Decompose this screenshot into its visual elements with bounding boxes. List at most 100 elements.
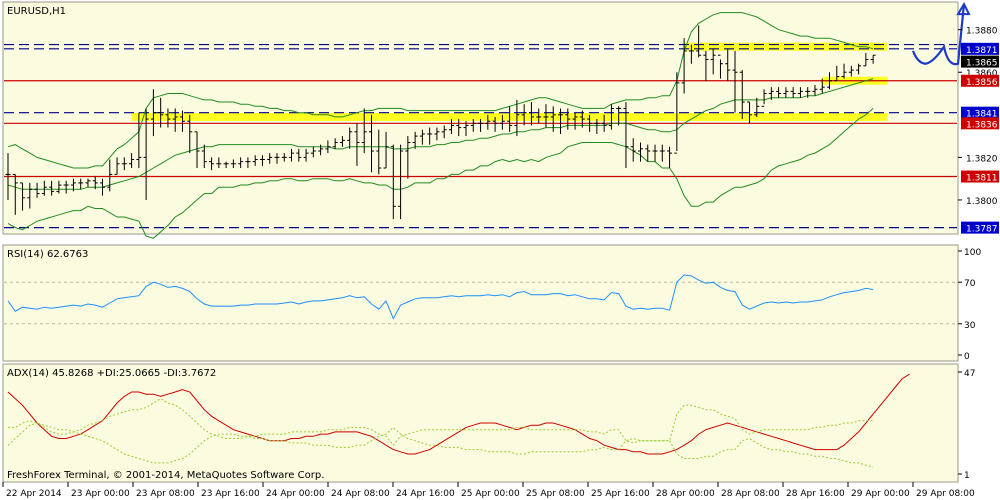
price-bar — [12, 173, 18, 215]
price-label-text: 1.3836 — [966, 120, 998, 130]
price-bar — [85, 178, 91, 188]
price-bar — [390, 144, 396, 220]
forecast-arrow — [911, 2, 971, 66]
price-bar — [187, 114, 193, 154]
price-bar — [70, 178, 76, 192]
price-bar — [347, 127, 353, 149]
price-bar — [259, 155, 265, 166]
price-bar — [419, 129, 425, 145]
highlight-zone — [684, 42, 888, 51]
price-bar — [369, 114, 374, 173]
forecast-arrowhead — [956, 2, 971, 16]
price-tick-label: 1.3860 — [966, 69, 998, 79]
price-bar — [281, 153, 287, 162]
price-bar — [841, 63, 847, 79]
price-bar — [681, 38, 687, 94]
time-tick-label: 25 Apr 00:00 — [461, 489, 520, 499]
price-bar — [514, 99, 520, 137]
time-tick-label: 28 Apr 08:00 — [721, 489, 780, 499]
time-tick-label: 25 Apr 16:00 — [591, 489, 650, 499]
price-bar — [49, 180, 55, 196]
adx-line — [7, 373, 910, 455]
price-tick-label: 1.3820 — [966, 154, 998, 164]
price-bar — [521, 104, 527, 126]
price-bar — [201, 144, 207, 169]
forecast-path — [911, 4, 966, 66]
price-bar — [63, 180, 69, 194]
price-bar — [485, 114, 491, 130]
price-bar — [747, 101, 753, 124]
price-bar — [768, 87, 774, 100]
price-bar — [100, 178, 106, 196]
footer-copyright: FreshForex Terminal, © 2001-2014, MetaQu… — [7, 470, 324, 481]
horizontal-levels — [4, 43, 957, 229]
price-label-text: 1.3841 — [966, 110, 998, 120]
price-bar — [78, 178, 84, 190]
price-bar — [376, 129, 382, 175]
price-bar — [572, 112, 578, 130]
price-bar — [136, 112, 142, 169]
price-bar — [761, 89, 767, 107]
price-bar — [565, 108, 571, 130]
price-bar — [637, 142, 643, 162]
bollinger-lower — [7, 108, 874, 239]
rsi-tick-label: 0 — [964, 352, 970, 362]
price-bar — [41, 180, 47, 196]
price-bar — [608, 104, 614, 130]
price-bar — [667, 146, 673, 169]
price-label-text: 1.3865 — [966, 59, 998, 69]
price-bar — [456, 119, 462, 137]
price-bar — [827, 72, 833, 90]
bollinger-upper — [7, 12, 874, 169]
price-bar — [790, 87, 796, 98]
price-bar — [543, 104, 549, 128]
price-bar — [623, 102, 629, 169]
price-bar — [383, 131, 389, 169]
price-label-box — [961, 106, 999, 119]
price-bar — [492, 116, 498, 132]
rsi-tick-label: 70 — [964, 279, 976, 289]
price-bar — [536, 108, 542, 124]
price-bar — [230, 159, 236, 169]
time-tick-label: 23 Apr 16:00 — [201, 489, 260, 499]
price-bar — [848, 65, 854, 77]
rsi-title: RSI(14) 62.6763 — [7, 249, 88, 260]
adx-tick-label: 1 — [964, 471, 970, 481]
price-tick-label: 1.3880 — [966, 27, 998, 37]
price-bar — [252, 155, 258, 166]
price-label-text: 1.3856 — [966, 78, 998, 88]
price-label-box — [961, 117, 999, 130]
price-bar — [776, 87, 782, 98]
price-bar — [150, 89, 156, 137]
price-bar — [129, 153, 135, 169]
price-bar — [27, 182, 33, 209]
price-bar — [398, 144, 404, 220]
adx-tick-label: 47 — [964, 369, 975, 379]
price-label-box — [961, 55, 999, 68]
time-axis: 22 Apr 2014 23 Apr 00:00 23 Apr 08:00 23 Ap… — [2, 482, 975, 499]
price-bar — [478, 119, 484, 132]
plus-di-line — [7, 398, 874, 446]
price-bar — [194, 131, 200, 169]
price-bar — [339, 136, 345, 147]
price-bar — [587, 114, 593, 132]
time-tick-label: 25 Apr 08:00 — [526, 489, 585, 499]
price-label-text: 1.3871 — [966, 46, 998, 56]
price-bar — [645, 144, 651, 162]
price-bar — [739, 70, 745, 120]
price-bar — [448, 119, 454, 134]
price-bar — [696, 25, 702, 58]
price-bar — [870, 54, 876, 64]
rsi-tick-label: 30 — [964, 321, 976, 331]
price-bar — [238, 157, 244, 169]
price-bar — [427, 127, 433, 145]
price-label-text: 1.3787 — [966, 225, 998, 235]
time-tick-label: 22 Apr 2014 — [6, 489, 62, 499]
price-bar — [558, 108, 564, 134]
price-bar — [412, 131, 418, 149]
price-bar — [179, 110, 185, 132]
price-bar — [717, 54, 723, 79]
price-bar — [579, 110, 585, 128]
price-bar — [209, 157, 215, 171]
